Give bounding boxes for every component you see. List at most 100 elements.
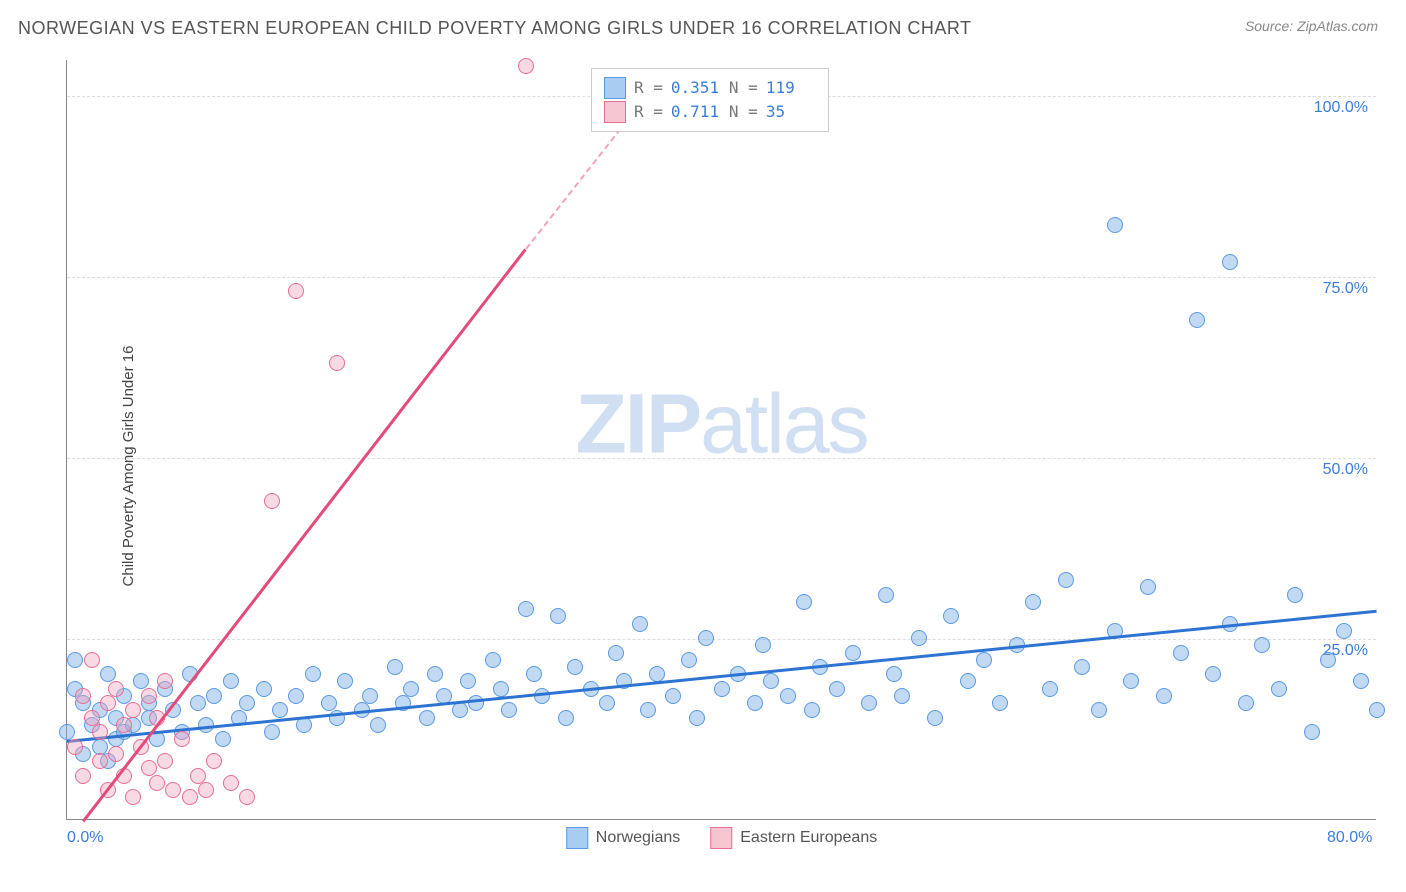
data-point (329, 355, 345, 371)
data-point (149, 775, 165, 791)
data-point (878, 587, 894, 603)
x-tick-label: 0.0% (67, 829, 103, 847)
data-point (526, 666, 542, 682)
data-point (1091, 702, 1107, 718)
data-point (1107, 217, 1123, 233)
legend-label: Eastern Europeans (740, 829, 877, 847)
data-point (75, 688, 91, 704)
data-point (943, 608, 959, 624)
data-point (1254, 637, 1270, 653)
chart-title: NORWEGIAN VS EASTERN EUROPEAN CHILD POVE… (18, 18, 972, 39)
stats-swatch (604, 77, 626, 99)
n-label: N = (729, 102, 758, 121)
data-point (1123, 673, 1139, 689)
data-point (763, 673, 779, 689)
data-point (1238, 695, 1254, 711)
data-point (157, 673, 173, 689)
data-point (861, 695, 877, 711)
data-point (894, 688, 910, 704)
data-point (403, 681, 419, 697)
data-point (1336, 623, 1352, 639)
data-point (911, 630, 927, 646)
data-point (223, 673, 239, 689)
data-point (174, 731, 190, 747)
data-point (305, 666, 321, 682)
data-point (518, 601, 534, 617)
y-tick-label: 75.0% (1323, 280, 1368, 298)
stats-row: R = 0.711 N = 35 (604, 101, 816, 123)
y-tick-label: 100.0% (1314, 99, 1368, 117)
data-point (632, 616, 648, 632)
data-point (100, 695, 116, 711)
trend-line (67, 610, 1377, 743)
data-point (468, 695, 484, 711)
data-point (264, 724, 280, 740)
trend-line (82, 249, 526, 822)
data-point (92, 753, 108, 769)
r-value: 0.711 (671, 102, 721, 121)
data-point (501, 702, 517, 718)
data-point (239, 695, 255, 711)
data-point (992, 695, 1008, 711)
data-point (698, 630, 714, 646)
data-point (206, 753, 222, 769)
data-point (780, 688, 796, 704)
source-attribution: Source: ZipAtlas.com (1245, 18, 1378, 34)
data-point (1189, 312, 1205, 328)
data-point (92, 724, 108, 740)
data-point (84, 710, 100, 726)
data-point (288, 283, 304, 299)
data-point (223, 775, 239, 791)
legend-swatch (566, 827, 588, 849)
gridline (67, 639, 1376, 640)
data-point (1271, 681, 1287, 697)
plot-area: ZIPatlas NorwegiansEastern Europeans 25.… (66, 60, 1376, 820)
data-point (165, 782, 181, 798)
data-point (1320, 652, 1336, 668)
data-point (59, 724, 75, 740)
data-point (1287, 587, 1303, 603)
gridline (67, 277, 1376, 278)
data-point (133, 673, 149, 689)
n-value: 119 (766, 78, 816, 97)
data-point (190, 695, 206, 711)
r-label: R = (634, 78, 663, 97)
data-point (976, 652, 992, 668)
data-point (264, 493, 280, 509)
data-point (747, 695, 763, 711)
data-point (681, 652, 697, 668)
stats-swatch (604, 101, 626, 123)
legend: NorwegiansEastern Europeans (566, 827, 877, 849)
data-point (755, 637, 771, 653)
data-point (550, 608, 566, 624)
data-point (960, 673, 976, 689)
data-point (198, 782, 214, 798)
data-point (829, 681, 845, 697)
data-point (206, 688, 222, 704)
data-point (419, 710, 435, 726)
data-point (927, 710, 943, 726)
data-point (1042, 681, 1058, 697)
data-point (141, 688, 157, 704)
data-point (1205, 666, 1221, 682)
data-point (796, 594, 812, 610)
data-point (1353, 673, 1369, 689)
r-label: R = (634, 102, 663, 121)
r-value: 0.351 (671, 78, 721, 97)
data-point (518, 58, 534, 74)
data-point (534, 688, 550, 704)
stats-box: R = 0.351 N = 119 R = 0.711 N = 35 (591, 68, 829, 132)
stats-row: R =0.351N =119 (604, 77, 816, 99)
data-point (125, 702, 141, 718)
data-point (100, 666, 116, 682)
n-value: 35 (766, 102, 816, 121)
data-point (337, 673, 353, 689)
data-point (67, 739, 83, 755)
data-point (886, 666, 902, 682)
data-point (116, 717, 132, 733)
data-point (157, 753, 173, 769)
data-point (714, 681, 730, 697)
y-tick-label: 50.0% (1323, 461, 1368, 479)
gridline (67, 458, 1376, 459)
data-point (1140, 579, 1156, 595)
